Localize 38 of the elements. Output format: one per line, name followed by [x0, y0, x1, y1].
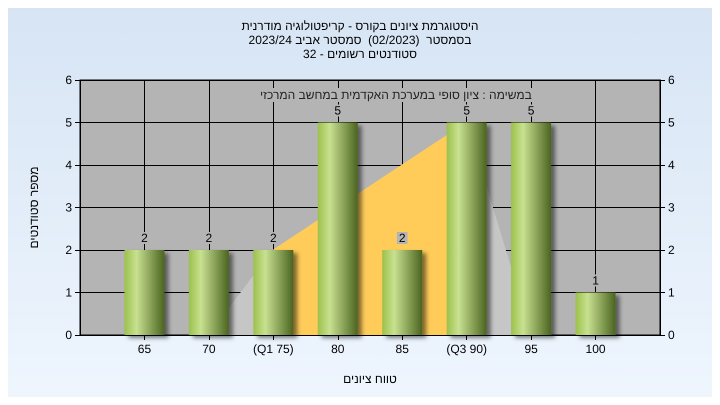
data-label: 2 — [398, 231, 406, 245]
x-tick-label: 85 — [396, 342, 410, 356]
data-label: 2 — [206, 231, 213, 245]
data-label: 5 — [334, 104, 342, 118]
data-label: 5 — [463, 104, 470, 118]
x-tick-label: (Q1 75) — [252, 342, 294, 356]
y-tick-label: 5 — [65, 116, 72, 130]
x-tick-label: 65 — [138, 342, 152, 356]
data-label: 2 — [270, 231, 277, 245]
x-tick-label: 80 — [331, 342, 345, 356]
bar — [124, 250, 164, 335]
x-tick-label: 70 — [202, 342, 216, 356]
x-tick-label: 100 — [586, 342, 606, 356]
data-label: 2 — [141, 231, 148, 245]
y2-tick-label: 6 — [668, 73, 675, 87]
y2-tick-label: 4 — [668, 158, 675, 172]
y-tick-label: 3 — [65, 200, 72, 214]
data-label: 5 — [528, 104, 535, 118]
y-tick-label: 6 — [65, 73, 72, 87]
y2-tick-label: 5 — [668, 116, 675, 130]
y-axis-title: מספר סטודנטים — [27, 166, 41, 249]
y2-tick-label: 2 — [668, 243, 675, 257]
data-label: 1 — [592, 274, 600, 288]
chart-title: היסטוגרמת ציונים בקורס - קריפטולוגיה מודרנית בסמסטר (02/2023) סמסטר אביב 2023/24 סטודנטים רשומים - 32 — [241, 19, 479, 61]
y2-tick-label: 3 — [668, 200, 675, 214]
bar — [318, 122, 358, 335]
y-tick-label: 1 — [65, 286, 72, 300]
y-tick-label: 4 — [65, 158, 72, 172]
y2-tick-label: 0 — [668, 328, 675, 342]
annotation: במשימה : ציון סופי במערכת האקדמית במחשב המרכזי — [260, 88, 532, 102]
x-axis-title: טווח ציונים — [343, 372, 398, 386]
y2-tick-label: 1 — [668, 286, 675, 300]
y-tick-label: 0 — [65, 328, 72, 342]
bar — [382, 250, 422, 335]
bar — [576, 292, 616, 335]
x-tick-label: 95 — [524, 342, 538, 356]
x-tick-label: (Q3 90) — [446, 342, 488, 356]
y-tick-label: 2 — [65, 243, 72, 257]
